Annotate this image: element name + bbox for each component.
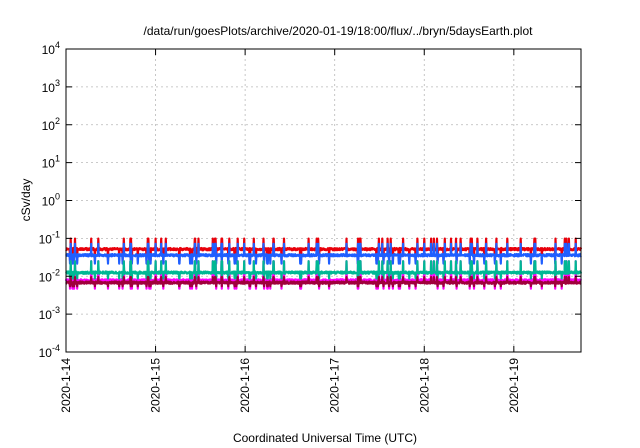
- x-tick-label: 2020-1-15: [149, 358, 163, 413]
- series-line-2: [65, 242, 582, 265]
- y-tick-label: 10-1: [39, 229, 60, 246]
- chart-title: /data/run/goesPlots/archive/2020-01-19/1…: [144, 24, 534, 38]
- series-group: [64, 237, 583, 290]
- x-tick-label-group: 2020-1-19: [507, 358, 521, 413]
- series-line-5: [65, 276, 582, 288]
- y-tick-label: 101: [42, 154, 60, 171]
- y-tick-label: 103: [42, 78, 60, 95]
- x-tick-label: 2020-1-19: [507, 358, 521, 413]
- y-axis-label-group: cSv/day: [19, 179, 33, 222]
- x-tick-label-group: 2020-1-17: [328, 358, 342, 413]
- x-tick-label: 2020-1-18: [417, 358, 431, 413]
- y-tick-label: 104: [42, 40, 60, 57]
- x-tick-label: 2020-1-16: [238, 358, 252, 413]
- x-axis-label: Coordinated Universal Time (UTC): [233, 431, 417, 445]
- y-tick-label: 10-2: [39, 267, 60, 284]
- x-tick-label: 2020-1-14: [59, 358, 73, 413]
- y-axis-label: cSv/day: [19, 179, 33, 222]
- grid: [65, 49, 581, 352]
- y-tick-label: 10-3: [39, 305, 60, 322]
- axis-ticks: 10-4 10-3 10-2 10-1 100 101 102 103 104 2020-1-14…: [39, 40, 581, 413]
- y-tick-label: 100: [42, 192, 60, 209]
- x-tick-label-group: 2020-1-14: [59, 358, 73, 413]
- series-line-4: [65, 260, 583, 280]
- x-tick-label-group: 2020-1-16: [238, 358, 252, 413]
- x-tick-label: 2020-1-17: [328, 358, 342, 413]
- y-tick-label: 102: [42, 116, 60, 133]
- series-line-1: [65, 237, 583, 262]
- x-tick-label-group: 2020-1-18: [417, 358, 431, 413]
- y-tick-label: 10-4: [39, 343, 60, 360]
- plot-frame: [65, 48, 582, 353]
- x-tick-label-group: 2020-1-15: [149, 358, 163, 413]
